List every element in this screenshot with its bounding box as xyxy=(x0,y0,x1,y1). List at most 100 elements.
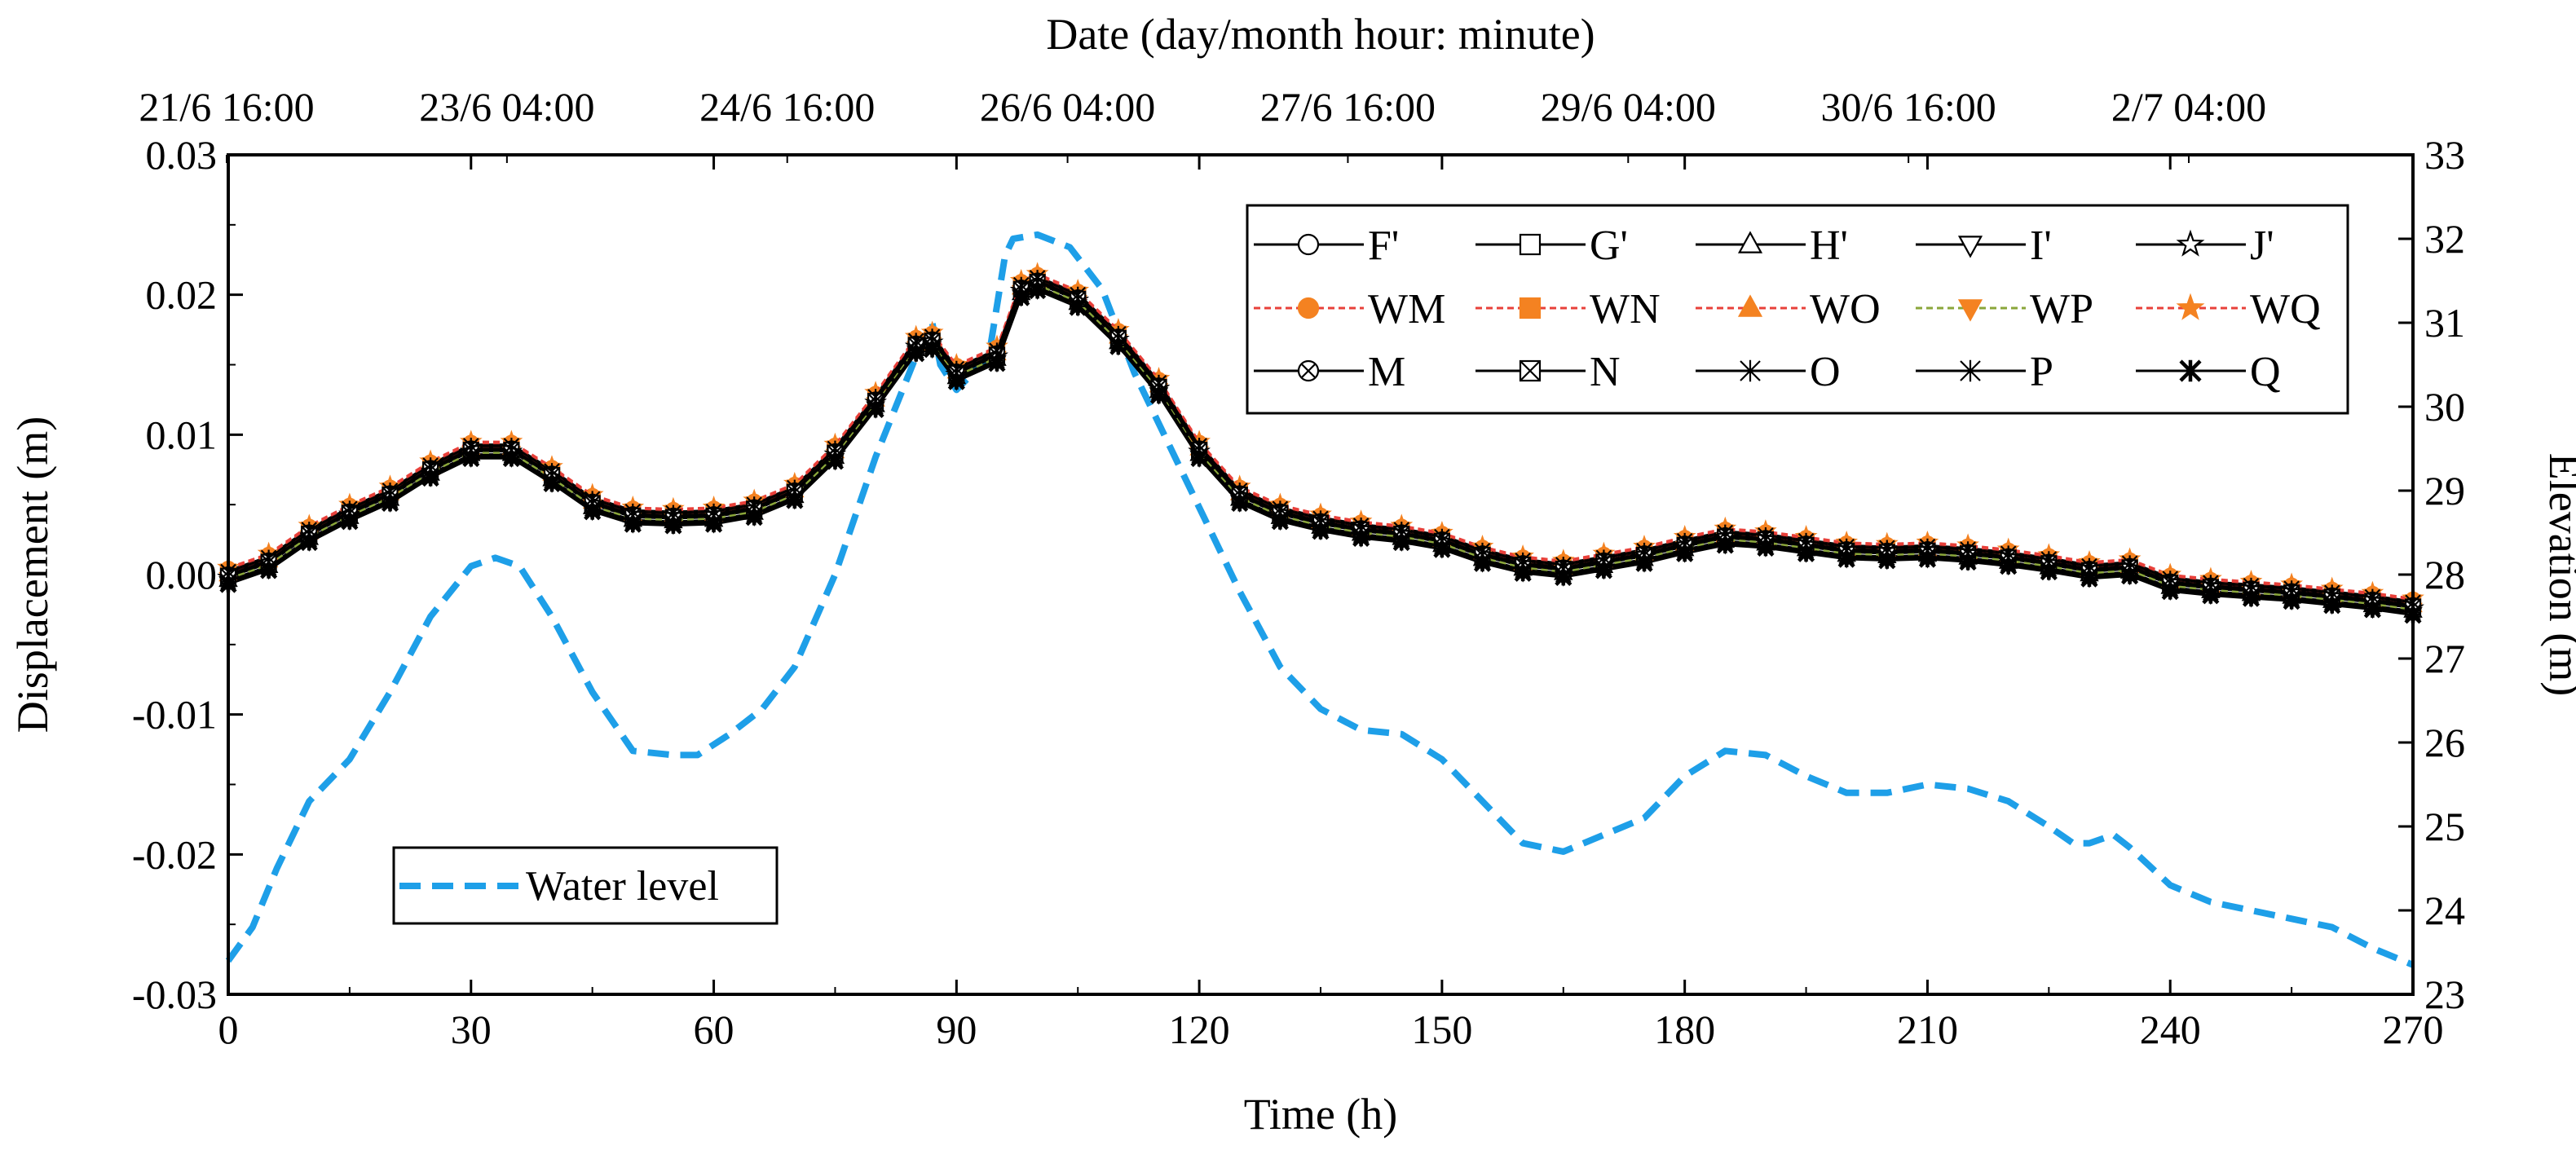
top-tick-label: 26/6 04:00 xyxy=(980,84,1155,130)
data-point-marker xyxy=(923,341,942,359)
data-point-marker xyxy=(2176,293,2205,320)
data-point-marker xyxy=(1918,550,1937,568)
data-point-marker xyxy=(1957,299,1983,322)
data-point-marker xyxy=(1271,513,1289,531)
y-left-tick-label: 0.00 xyxy=(146,552,218,597)
x-tick-label: 240 xyxy=(2140,1007,2201,1052)
data-point-marker xyxy=(1519,297,1542,319)
data-point-marker xyxy=(867,400,884,419)
data-point-marker xyxy=(1109,337,1127,355)
data-point-marker xyxy=(462,449,480,468)
data-point-marker xyxy=(543,474,561,493)
data-point-marker xyxy=(1595,562,1613,579)
y-right-tick-label: 28 xyxy=(2424,552,2465,597)
data-point-marker xyxy=(1297,297,1320,319)
x-tick-label: 60 xyxy=(694,1007,734,1052)
series-line xyxy=(227,284,2414,611)
data-point-marker xyxy=(1012,289,1030,306)
top-tick-label: 23/6 04:00 xyxy=(419,84,594,130)
x-axis-title: Time (h) xyxy=(1244,1090,1398,1139)
data-point-marker xyxy=(2161,583,2179,601)
data-point-marker xyxy=(300,533,318,552)
data-point-marker xyxy=(2000,557,2018,575)
legend-label: WP xyxy=(2030,286,2093,333)
data-point-marker xyxy=(1190,449,1208,468)
y-left-tick-label: -0.01 xyxy=(132,692,217,738)
data-point-marker xyxy=(1473,554,1492,572)
legend-label: O xyxy=(1810,349,1841,395)
data-point-marker xyxy=(1297,359,1320,382)
data-point-marker xyxy=(2283,593,2300,610)
data-point-marker xyxy=(1797,544,1815,562)
legend-label: N xyxy=(1590,349,1621,395)
x-tick-label: 30 xyxy=(451,1007,492,1052)
data-point-marker xyxy=(1312,522,1330,540)
data-point-marker xyxy=(2363,601,2381,619)
x-tick-label: 0 xyxy=(218,1007,239,1052)
top-tick-label: 27/6 16:00 xyxy=(1260,84,1436,130)
data-point-marker xyxy=(624,515,642,533)
legend-water-level: Water level xyxy=(392,846,779,925)
y-axis-right-title: Elevation (m) xyxy=(2540,453,2576,696)
top-tick-label: 24/6 16:00 xyxy=(699,84,875,130)
data-point-marker xyxy=(745,509,763,527)
legend-label: M xyxy=(1368,349,1405,395)
series-q xyxy=(219,281,2422,624)
data-point-marker xyxy=(1555,568,1573,587)
data-point-marker xyxy=(1231,494,1249,513)
x-tick-label: 120 xyxy=(1169,1007,1230,1052)
data-point-marker xyxy=(1635,554,1653,572)
data-point-marker xyxy=(704,515,723,533)
data-point-marker xyxy=(1959,553,1977,571)
data-point-marker xyxy=(1740,359,1761,382)
data-point-marker xyxy=(664,517,682,535)
data-point-marker xyxy=(2080,570,2098,588)
data-point-marker xyxy=(2242,589,2261,607)
data-point-marker xyxy=(421,469,439,487)
x-tick-label: 210 xyxy=(1897,1007,1958,1052)
data-point-marker xyxy=(1737,231,1763,253)
data-point-marker xyxy=(1716,536,1734,554)
series-line xyxy=(227,272,2414,600)
x-tick-label: 180 xyxy=(1654,1007,1715,1052)
y-right-tick-label: 24 xyxy=(2424,888,2465,933)
data-point-marker xyxy=(2323,597,2341,615)
data-point-marker xyxy=(1149,386,1168,404)
data-point-marker xyxy=(1297,233,1320,256)
water-level-line xyxy=(225,231,2415,968)
data-point-marker xyxy=(1960,359,1981,382)
data-point-marker xyxy=(1514,564,1532,582)
y-right-tick-label: 25 xyxy=(2424,804,2465,849)
data-point-marker xyxy=(1757,539,1775,557)
legend-label: WM xyxy=(1368,286,1445,333)
legend-water-box xyxy=(392,846,779,925)
x-tick-label: 90 xyxy=(936,1007,977,1052)
top-tick-label: 21/6 16:00 xyxy=(139,84,314,130)
data-point-marker xyxy=(584,503,602,521)
y-right-tick-label: 26 xyxy=(2424,720,2465,765)
data-point-marker xyxy=(907,345,925,363)
x-tick-label: 150 xyxy=(1411,1007,1472,1052)
legend-label: P xyxy=(2030,349,2053,395)
data-point-marker xyxy=(1519,233,1542,256)
data-point-marker xyxy=(1028,281,1047,300)
y-right-tick-label: 27 xyxy=(2424,636,2465,681)
y-right-tick-label: 32 xyxy=(2424,216,2465,262)
data-point-marker xyxy=(2176,229,2205,257)
data-point-marker xyxy=(1519,359,1542,382)
legend-label: I' xyxy=(2030,223,2052,269)
x-tick-label: 270 xyxy=(2383,1007,2444,1052)
data-point-marker xyxy=(381,494,399,513)
legend-label: F' xyxy=(1368,223,1399,269)
data-point-marker xyxy=(1352,529,1370,547)
data-point-marker xyxy=(502,449,520,468)
series-line xyxy=(227,274,2414,601)
legend-label: H' xyxy=(1810,223,1848,269)
water-level-series xyxy=(225,231,2415,968)
top-axis-title: Date (day/month hour: minute) xyxy=(1046,10,1595,59)
y-left-tick-label: 0.03 xyxy=(146,132,218,178)
y-right-tick-label: 30 xyxy=(2424,384,2465,430)
legend-label: G' xyxy=(1590,223,1628,269)
y-right-tick-label: 33 xyxy=(2424,132,2465,178)
